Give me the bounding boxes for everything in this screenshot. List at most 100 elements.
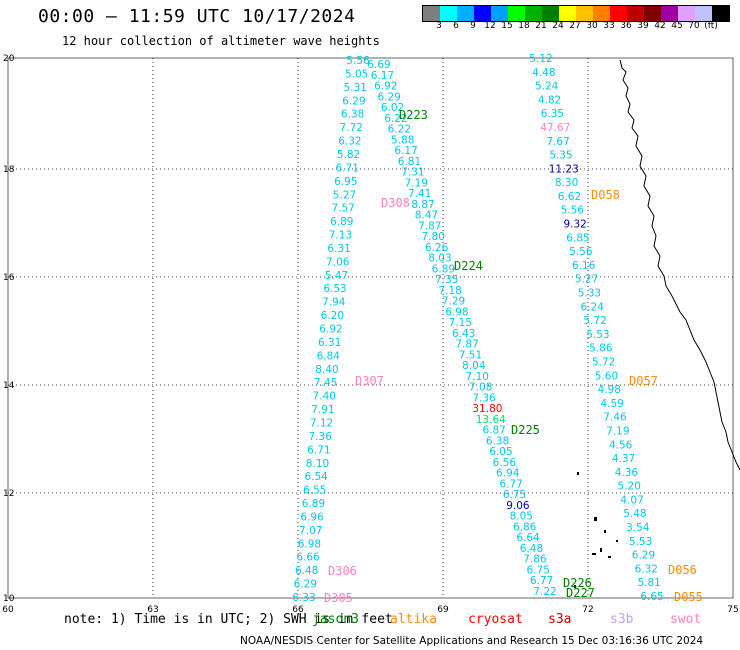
track-b-value: 6.64 (516, 532, 540, 544)
track-b-value: 6.98 (445, 306, 468, 318)
y-tick-label: 18 (3, 165, 15, 175)
track-b-value: 6.43 (452, 328, 475, 340)
colorbar-label: 21 (535, 21, 547, 31)
track-id-label: D307 (355, 374, 384, 388)
colorbar (422, 5, 730, 22)
track-b-value: 6.22 (388, 124, 411, 136)
track-a-value: 7.36 (309, 431, 333, 443)
track-a-value: 8.10 (306, 458, 329, 470)
track-b-value: 6.17 (394, 145, 417, 157)
track-b-value: 31.80 (472, 403, 502, 415)
track-c-value: 6.32 (635, 563, 658, 575)
colorbar-swatch (593, 6, 610, 21)
y-tick-label: 14 (3, 381, 15, 391)
track-c-value: 11.23 (549, 163, 579, 175)
track-b-value: 6.56 (493, 457, 517, 469)
track-c-value: 6.85 (566, 232, 589, 244)
track-b-value: 7.10 (466, 371, 489, 383)
colorbar-label: 15 (501, 21, 513, 31)
colorbar-swatch (559, 6, 576, 21)
track-b-value: 7.35 (435, 274, 458, 286)
track-b-value: 7.86 (523, 554, 547, 566)
track-c-value: 6.24 (581, 301, 605, 313)
track-c-value: 6.65 (640, 591, 663, 603)
map-frame (7, 57, 734, 599)
track-a-value: 7.91 (311, 404, 334, 416)
track-a-value: 6.89 (302, 498, 325, 510)
colorbar-label: 33 (603, 21, 615, 31)
track-b-value: 8.87 (411, 199, 434, 211)
satellite-legend-item: s3b (610, 612, 634, 627)
track-a-value: 6.98 (298, 538, 321, 550)
colorbar-swatch (525, 6, 542, 21)
track-a-value: 6.55 (303, 485, 326, 497)
colorbar-label: 30 (586, 21, 598, 31)
track-b-value: 7.36 (472, 392, 496, 404)
track-b-value: 7.51 (459, 349, 482, 361)
colorbar-label: 39 (637, 21, 649, 31)
track-c-value: 4.98 (598, 384, 621, 396)
page-subtitle: 12 hour collection of altimeter wave hei… (62, 34, 380, 48)
track-b-value: 6.77 (499, 478, 522, 490)
track-a-value: 6.71 (307, 444, 330, 456)
track-a-value: 7.12 (310, 417, 333, 429)
colorbar-swatch (576, 6, 593, 21)
track-c-value: 4.37 (612, 453, 635, 465)
y-tick-label: 12 (3, 489, 14, 499)
track-id-label: D308 (381, 196, 410, 210)
track-b-value: 6.48 (520, 543, 543, 555)
satellite-legend-item: jason3 (312, 612, 359, 627)
track-a-value: 5.27 (333, 189, 356, 201)
colorbar-label: 6 (453, 21, 459, 31)
track-c-value: 6.16 (572, 260, 596, 272)
colorbar-swatch (695, 6, 712, 21)
x-tick-label: 72 (582, 605, 593, 615)
track-c-value: 5.86 (589, 343, 613, 355)
colorbar-swatch (423, 6, 440, 21)
track-a-value: 6.54 (304, 471, 328, 483)
footer-credit: NOAA/NESDIS Center for Satellite Applica… (240, 635, 704, 647)
colorbar-swatch (508, 6, 525, 21)
track-c-value: 4.48 (532, 67, 555, 79)
track-a-value: 6.71 (336, 162, 359, 174)
track-a-value: 5.05 (345, 68, 368, 80)
track-b-value: 6.89 (432, 263, 455, 275)
track-id-label: D226 (563, 576, 592, 590)
colorbar-label: 36 (620, 21, 632, 31)
x-tick-label: 75 (727, 605, 738, 615)
y-tick-label: 10 (3, 594, 15, 604)
colorbar-swatch (627, 6, 644, 21)
track-a-value: 6.92 (319, 324, 342, 336)
track-a-value: 6.89 (330, 216, 353, 228)
colorbar-label: 24 (552, 21, 564, 31)
track-c-value: 5.53 (629, 536, 652, 548)
colorbar-label: 12 (484, 21, 496, 31)
track-b-value: 7.31 (401, 167, 424, 179)
track-a-value: 6.29 (342, 95, 365, 107)
track-b-value: 6.77 (530, 575, 553, 587)
track-c-value: 4.59 (600, 398, 623, 410)
map-grid (7, 57, 734, 599)
colorbar-label: 45 (671, 21, 683, 31)
track-id-label: D058 (591, 188, 620, 202)
track-a-value: 7.06 (326, 256, 350, 268)
track-b-value: 6.17 (371, 70, 394, 82)
track-id-label: D224 (454, 259, 483, 273)
track-b-value: 7.87 (418, 220, 441, 232)
track-a-value: 6.31 (327, 243, 350, 255)
track-b-value: 7.15 (449, 317, 472, 329)
track-b-value: 8.05 (510, 511, 533, 523)
track-a-value: 5.31 (344, 82, 367, 94)
track-a-value: 6.33 (292, 592, 315, 604)
track-b-value: 13.64 (476, 414, 506, 426)
satellite-legend-item: s3a (548, 612, 572, 627)
y-tick-label: 16 (3, 273, 15, 283)
colorbar-swatch (542, 6, 559, 21)
track-id-label: D306 (328, 564, 357, 578)
x-tick-label: 66 (292, 605, 304, 615)
colorbar-labels: 3 6 9 12 15 18 21 24 27 30 33 36 39 42 45 70 (ft) (422, 21, 728, 33)
track-c-value: 5.56 (561, 205, 585, 217)
colorbar-swatch (678, 6, 695, 21)
track-b-value: 6.05 (489, 446, 512, 458)
